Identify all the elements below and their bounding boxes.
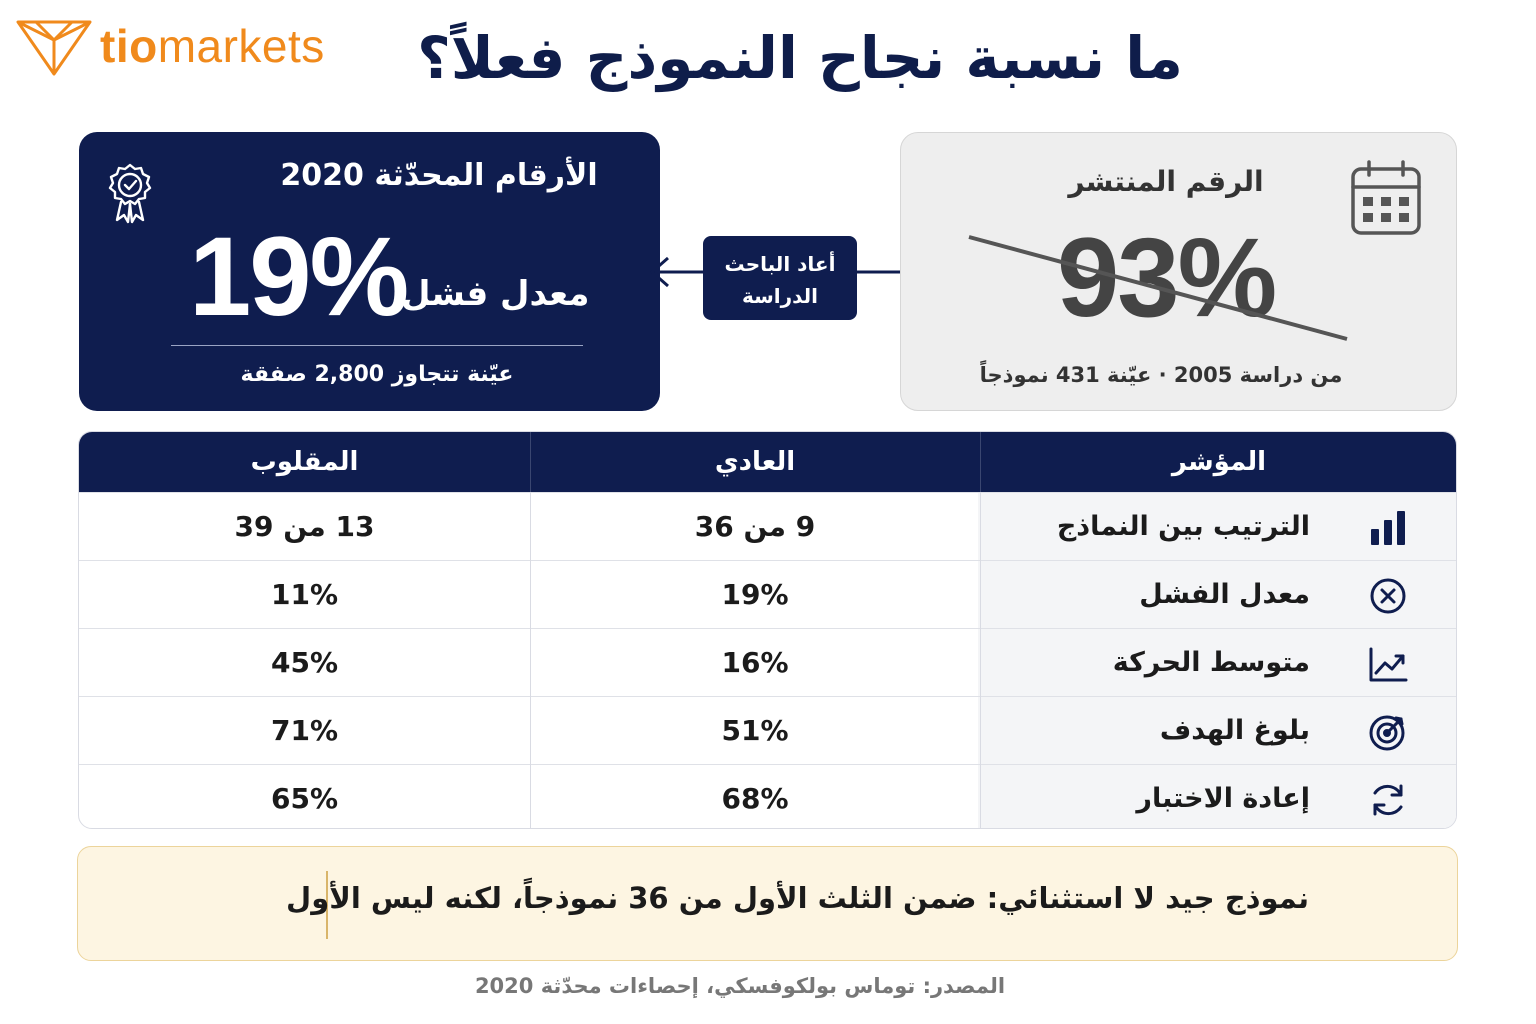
table-row: 71% 51% بلوغ الهدف bbox=[79, 696, 1456, 764]
award-badge-icon bbox=[108, 163, 152, 224]
strikethrough-line bbox=[968, 235, 1348, 341]
table-row: 13 من 39 9 من 36 الترتيب بين النماذج bbox=[79, 492, 1456, 560]
x-circle-icon bbox=[1370, 578, 1406, 614]
updated-failure-rate-label: معدل فشل bbox=[401, 274, 590, 314]
refresh-icon bbox=[1373, 784, 1403, 816]
cell-inverted: 13 من 39 bbox=[234, 510, 375, 543]
logo-wordmark: tiomarkets bbox=[100, 20, 325, 72]
table-row: 11% 19% معدل الفشل bbox=[79, 560, 1456, 628]
header-inverted: المقلوب bbox=[250, 447, 359, 477]
bar-chart-icon bbox=[1371, 511, 1405, 545]
cell-metric: معدل الفشل bbox=[1139, 579, 1310, 610]
old-card-heading: الرقم المنتشر bbox=[1068, 165, 1264, 198]
tio-logo-icon bbox=[16, 20, 92, 76]
cell-inverted: 45% bbox=[270, 646, 339, 679]
note-text: نموذج جيد لا استثنائي: ضمن الثلث الأول م… bbox=[286, 881, 1309, 915]
cell-metric: الترتيب بين النماذج bbox=[1056, 511, 1310, 542]
popular-figure-card: الرقم المنتشر 93% من دراسة 2005 · عيّنة … bbox=[900, 132, 1457, 411]
note-accent-bar bbox=[326, 871, 328, 939]
cell-inverted: 11% bbox=[270, 578, 339, 611]
table-row: 65% 68% إعادة الاختبار bbox=[79, 764, 1456, 828]
table-header: المقلوب العادي المؤشر bbox=[79, 432, 1456, 492]
divider bbox=[171, 345, 583, 346]
conclusion-note: نموذج جيد لا استثنائي: ضمن الثلث الأول م… bbox=[77, 846, 1458, 961]
updated-figures-card: الأرقام المحدّثة 2020 19% معدل فشل عيّنة… bbox=[79, 132, 660, 411]
cell-normal: 9 من 36 bbox=[694, 510, 816, 543]
old-card-subtitle: من دراسة 2005 · عيّنة 431 نموذجاً bbox=[979, 363, 1343, 387]
cell-normal: 51% bbox=[721, 714, 789, 747]
header-metric: المؤشر bbox=[1171, 447, 1267, 477]
source-credit: المصدر: توماس بولكوفسكي، إحصاءات محدّثة … bbox=[474, 974, 1006, 998]
target-icon bbox=[1369, 715, 1405, 751]
old-figure-value: 93% bbox=[1057, 215, 1277, 340]
cell-normal: 16% bbox=[721, 646, 789, 679]
cell-normal: 68% bbox=[721, 782, 789, 815]
study-redone-label: أعاد الباحث الدراسة bbox=[703, 236, 857, 320]
cell-normal: 19% bbox=[721, 578, 789, 611]
table-row: 45% 16% متوسط الحركة bbox=[79, 628, 1456, 696]
cell-metric: متوسط الحركة bbox=[1112, 647, 1310, 678]
updated-card-heading: الأرقام المحدّثة 2020 bbox=[280, 158, 598, 193]
page-title: ما نسبة نجاح النموذج فعلاً؟ bbox=[417, 24, 1183, 92]
cell-inverted: 65% bbox=[270, 782, 339, 815]
comparison-table: المقلوب العادي المؤشر 13 من 39 9 من 36 ا… bbox=[78, 431, 1457, 829]
brand-logo: tiomarkets bbox=[14, 14, 325, 78]
cell-metric: إعادة الاختبار bbox=[1136, 783, 1310, 814]
header-normal: العادي bbox=[714, 447, 796, 477]
updated-failure-rate-value: 19% bbox=[189, 214, 409, 339]
updated-card-subtitle: عيّنة تتجاوز 2,800 صفقة bbox=[240, 362, 514, 387]
trend-up-icon bbox=[1369, 647, 1408, 682]
cell-inverted: 71% bbox=[270, 714, 339, 747]
calendar-icon bbox=[1351, 160, 1421, 235]
cell-metric: بلوغ الهدف bbox=[1159, 715, 1310, 746]
